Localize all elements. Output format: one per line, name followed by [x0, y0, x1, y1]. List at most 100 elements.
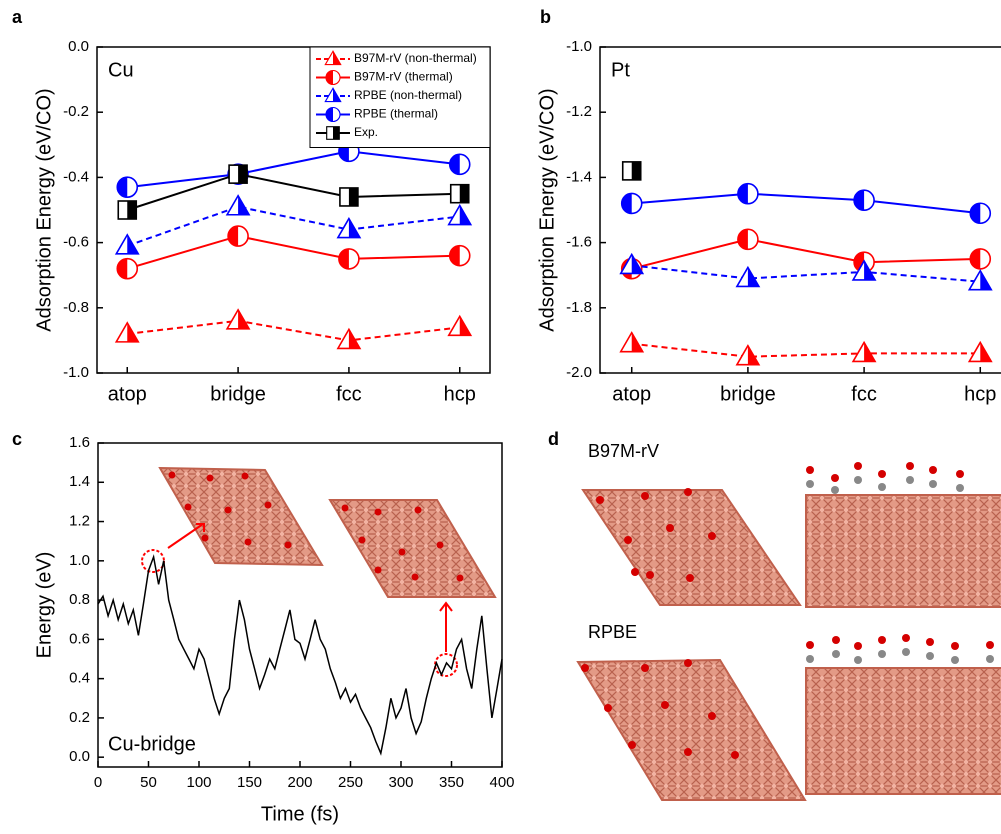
y-tick-label: -1.4	[566, 168, 592, 185]
annotation: Cu-bridge	[108, 733, 196, 755]
slab-side-view	[806, 668, 1001, 794]
inset-structures	[142, 468, 495, 676]
x-tick-label: hcp	[964, 383, 996, 405]
slab-top-view	[583, 490, 800, 605]
y-tick-label: -0.6	[63, 234, 89, 251]
series-line	[127, 236, 459, 269]
plot-frame	[600, 47, 1001, 373]
x-tick-label: 250	[338, 774, 363, 791]
y-tick-label: -1.6	[566, 234, 592, 251]
y-tick-label: 1.2	[69, 513, 90, 530]
chart-title: Cu	[108, 59, 134, 81]
y-tick-label: -1.0	[63, 364, 89, 381]
data-point	[116, 235, 138, 254]
plot-frame	[98, 443, 502, 767]
x-tick-label: 350	[439, 774, 464, 791]
data-point	[970, 203, 990, 223]
structure-label: B97M-rV	[588, 441, 659, 461]
data-point	[228, 226, 248, 246]
x-tick-label: fcc	[336, 383, 362, 405]
y-tick-label: 1.0	[69, 552, 90, 569]
y-axis-label: Energy (eV)	[33, 552, 55, 659]
y-axis-label: Adsorption Energy (eV/CO)	[536, 88, 558, 331]
y-tick-label: 0.8	[69, 591, 90, 608]
y-tick-label: -1.0	[566, 38, 592, 55]
x-tick-label: 400	[489, 774, 514, 791]
marker-part	[450, 154, 460, 174]
x-axis-label: Time (fs)	[261, 803, 339, 825]
marker-part	[117, 177, 127, 197]
data-point	[970, 249, 990, 269]
highlight-circle	[142, 550, 164, 572]
y-tick-label: -0.4	[63, 168, 89, 185]
series-line	[632, 344, 981, 357]
structure-panel: d B97M-rV RPBE	[548, 429, 1001, 800]
marker-part	[238, 165, 247, 183]
y-tick-label: 0.2	[69, 709, 90, 726]
y-tick-label: -0.2	[63, 103, 89, 120]
y-tick-label: 0.0	[68, 38, 89, 55]
y-tick-label: -1.8	[566, 299, 592, 316]
data-point	[451, 185, 469, 203]
x-tick-label: atop	[108, 383, 147, 405]
data-point	[737, 267, 759, 286]
y-tick-label: 1.4	[69, 473, 90, 490]
slab-side-view	[806, 495, 1001, 607]
x-tick-label: 50	[140, 774, 157, 791]
series-line	[127, 321, 459, 341]
marker-part	[738, 184, 748, 204]
series-line	[127, 174, 459, 210]
data-point	[622, 193, 642, 213]
x-tick-label: atop	[612, 383, 651, 405]
figure: d B97M-rV RPBE a Cu Adsorption Energy (eV/…	[0, 0, 1001, 834]
panel-label: b	[540, 7, 551, 27]
panel-label: d	[548, 429, 559, 449]
data-point	[449, 206, 471, 225]
series-line	[632, 265, 981, 281]
marker-part	[228, 226, 238, 246]
x-tick-label: 0	[94, 774, 102, 791]
marker-part	[460, 185, 469, 203]
x-tick-label: bridge	[720, 383, 776, 405]
data-point	[969, 342, 991, 361]
inset-slab	[330, 500, 495, 597]
marker-part	[127, 201, 136, 219]
legend-marker	[326, 108, 340, 122]
x-tick-label: 200	[287, 774, 312, 791]
legend-label: Exp.	[354, 125, 378, 139]
marker-part	[333, 127, 339, 140]
data-point	[621, 333, 643, 352]
data-point	[227, 310, 249, 329]
data-point	[738, 229, 758, 249]
marker-part	[970, 203, 980, 223]
arrow	[440, 603, 452, 652]
legend-label: RPBE (non-thermal)	[354, 88, 462, 102]
data-point	[117, 259, 137, 279]
marker-part	[622, 193, 632, 213]
marker-part	[970, 249, 980, 269]
y-tick-label: 0.4	[69, 670, 90, 687]
panel-label: a	[12, 7, 23, 27]
y-tick-label: -0.8	[63, 299, 89, 316]
data-point	[118, 201, 136, 219]
series-line	[632, 194, 981, 214]
marker-part	[450, 246, 460, 266]
marker-part	[117, 259, 127, 279]
marker-part	[738, 229, 748, 249]
x-tick-label: fcc	[851, 383, 877, 405]
slab-top-view	[578, 660, 805, 800]
data-point	[853, 342, 875, 361]
data-point	[340, 188, 358, 206]
data-point	[450, 246, 470, 266]
data-point	[738, 184, 758, 204]
marker-part	[632, 162, 641, 180]
x-tick-label: 300	[388, 774, 413, 791]
series-line	[127, 151, 459, 187]
legend-label: B97M-rV (thermal)	[354, 70, 453, 84]
data-point	[227, 196, 249, 215]
data-point	[449, 316, 471, 335]
data-point	[854, 190, 874, 210]
legend-marker	[326, 71, 340, 85]
x-tick-label: 100	[186, 774, 211, 791]
data-point	[117, 177, 137, 197]
